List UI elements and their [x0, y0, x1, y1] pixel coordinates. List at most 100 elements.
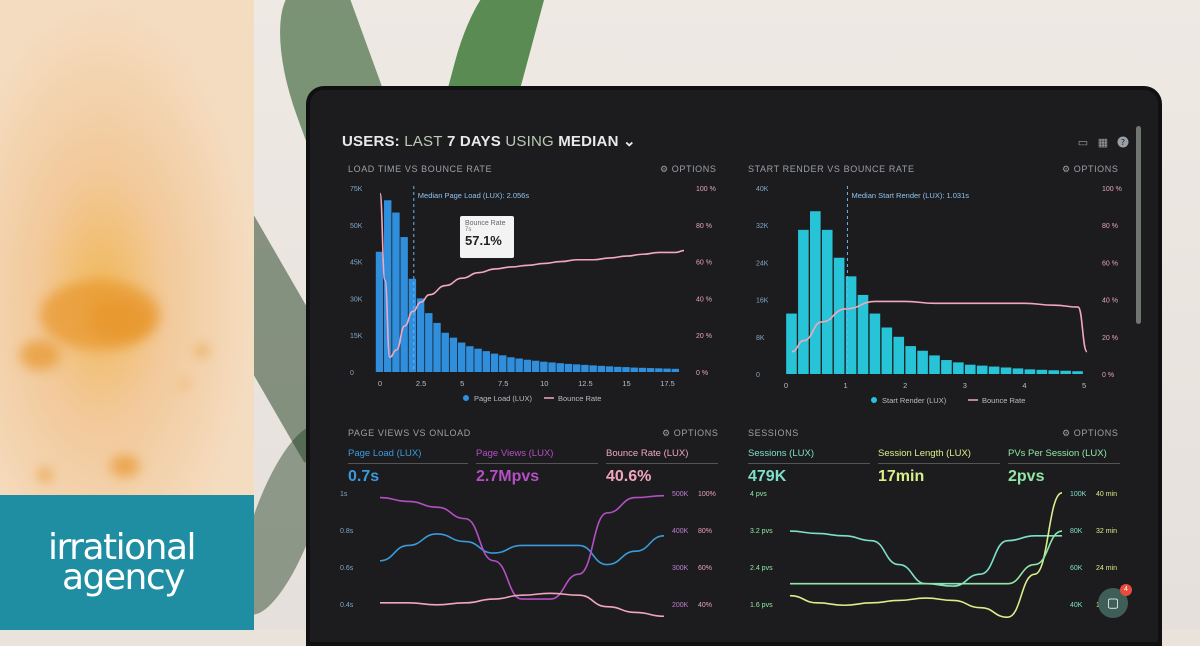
- x-tick: 2.5: [416, 379, 426, 388]
- metric-label[interactable]: Page Load (LUX): [348, 448, 468, 464]
- series-line: [789, 530, 1062, 587]
- y-mid-tick: 500K: [672, 491, 689, 498]
- options-label: OPTIONS: [1073, 428, 1119, 438]
- y-right-tick: 40%: [698, 602, 712, 609]
- y-left-tick: 1s: [340, 491, 348, 498]
- y-left-tick: 4 pvs: [750, 491, 767, 498]
- x-tick: 1: [844, 381, 848, 390]
- start-render-chart: 40K 32K 24K 16K 8K 0 100 % 80 % 60 % 40 % 20 % 0 % 0…: [756, 186, 1122, 405]
- brand-logo: irrational agency: [0, 495, 254, 630]
- data-bar: [929, 355, 940, 374]
- options-label: OPTIONS: [673, 428, 719, 438]
- y-left-tick: 15K: [350, 333, 363, 340]
- data-bar: [1012, 368, 1024, 374]
- load-time-options-button[interactable]: ⚙ OPTIONS: [660, 164, 717, 174]
- data-bar: [821, 229, 833, 374]
- x-tick: 0: [378, 379, 382, 388]
- data-bar: [425, 313, 433, 372]
- data-bar: [1048, 370, 1060, 374]
- monitor-icon[interactable]: ▭: [1077, 137, 1089, 149]
- chat-button[interactable]: ▢: [1098, 588, 1128, 618]
- data-bar: [1060, 370, 1071, 374]
- data-bar: [507, 357, 515, 372]
- data-bar: [857, 294, 869, 374]
- series-line: [790, 530, 1063, 585]
- y-left-tick: 45K: [350, 260, 363, 267]
- y-left-tick: 32K: [756, 223, 769, 230]
- y-right-tick: 80 %: [1102, 223, 1118, 230]
- y-left-tick: 0.6s: [340, 565, 354, 572]
- y-right-tick: 40 %: [1102, 298, 1118, 305]
- x-tick: 0: [784, 381, 788, 390]
- bounce-rate-tooltip: Bounce Rate 7s 57.1%: [460, 216, 514, 258]
- metric-label[interactable]: Sessions (LUX): [748, 448, 870, 464]
- data-bar: [548, 362, 556, 372]
- y-left-tick: 30K: [350, 296, 363, 303]
- page-views-options-button[interactable]: ⚙ OPTIONS: [662, 428, 719, 438]
- y-left-tick: 8K: [756, 335, 765, 342]
- x-tick: 10: [540, 379, 548, 388]
- data-bar: [881, 327, 893, 374]
- x-tick: 5: [460, 379, 464, 388]
- series-line: [379, 592, 665, 618]
- data-bar: [482, 351, 491, 372]
- median-marker-label: Median Start Render (LUX): 1.031s: [851, 191, 969, 200]
- y-left-tick: 16K: [756, 298, 769, 305]
- image-icon[interactable]: ▦: [1097, 137, 1109, 149]
- y-left-tick: 50K: [350, 223, 363, 230]
- x-tick: 12.5: [578, 379, 593, 388]
- metric-label[interactable]: Page Views (LUX): [476, 448, 598, 464]
- metric-label[interactable]: PVs Per Session (LUX): [1008, 448, 1120, 464]
- y-right-tick: 24 min: [1096, 565, 1117, 572]
- data-bar: [408, 278, 417, 372]
- start-render-title: START RENDER VS BOUNCE RATE: [748, 164, 915, 174]
- page-views-chart: 1s 0.8s 0.6s 0.4s 500K 400K 300K 200K 100% 80% 60%…: [340, 491, 716, 618]
- data-bar: [810, 211, 821, 374]
- data-bar: [976, 365, 988, 374]
- data-bar: [515, 358, 523, 372]
- y-right-tick: 100 %: [696, 186, 716, 193]
- help-icon[interactable]: ?: [1116, 136, 1130, 148]
- data-bar: [416, 298, 425, 372]
- start-render-options-button[interactable]: ⚙ OPTIONS: [1062, 164, 1119, 174]
- sessions-options-button[interactable]: ⚙ OPTIONS: [1062, 428, 1119, 438]
- title-days: 7 DAYS: [446, 133, 501, 150]
- data-bar: [941, 360, 952, 374]
- data-bar: [392, 212, 400, 372]
- scrollbar[interactable]: [1136, 126, 1141, 324]
- metric-value: 2pvs: [1008, 468, 1045, 485]
- tooltip-sub: 7s: [465, 227, 472, 233]
- data-bar: [581, 364, 589, 372]
- dashboard-title[interactable]: USERS: LAST 7 DAYS USING MEDIAN ⌄: [342, 132, 636, 150]
- legend-page-load: Page Load (LUX): [474, 394, 532, 403]
- y-right-tick: 0 %: [696, 370, 708, 377]
- legend-start-render: Start Render (LUX): [882, 396, 947, 405]
- data-bar: [384, 200, 392, 372]
- metric-value: 40.6%: [606, 468, 652, 485]
- data-bar: [466, 346, 474, 372]
- options-label: OPTIONS: [671, 164, 717, 174]
- y-left-tick: 0.8s: [340, 528, 354, 535]
- metric-label[interactable]: Bounce Rate (LUX): [606, 448, 718, 464]
- y-left-tick: 2.4 pvs: [750, 565, 773, 572]
- load-time-title: LOAD TIME VS BOUNCE RATE: [348, 164, 493, 174]
- data-bar: [663, 368, 671, 372]
- data-bar: [786, 313, 797, 374]
- y-left-tick: 1.6 pvs: [750, 602, 773, 609]
- data-bar: [1036, 369, 1048, 374]
- brand-line-2: agency: [62, 556, 185, 598]
- chevron-down-icon[interactable]: ⌄: [622, 133, 636, 150]
- metric-label[interactable]: Session Length (LUX): [878, 448, 1000, 464]
- y-right-tick: 40 min: [1096, 491, 1117, 498]
- y-right-tick: 100 %: [1102, 186, 1122, 193]
- sessions-title: SESSIONS: [748, 428, 799, 438]
- y-right-tick: 60 %: [1102, 260, 1118, 267]
- chat-badge: 4: [1120, 584, 1132, 596]
- title-using: USING: [505, 133, 554, 150]
- data-bar: [869, 313, 881, 374]
- series-line: [789, 491, 1063, 619]
- brand-line-1: irrational: [48, 526, 197, 568]
- bounce-rate-line: [791, 300, 1088, 353]
- data-bar: [646, 368, 655, 372]
- data-bar: [1024, 369, 1036, 374]
